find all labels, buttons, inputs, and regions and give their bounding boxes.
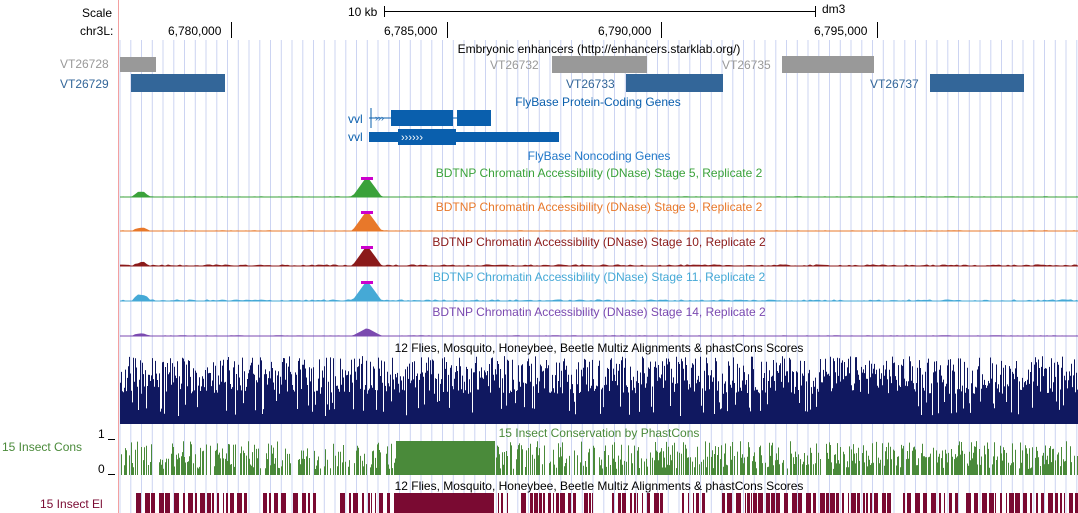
ruler-position-label: 6,795,000 [814,24,868,38]
track-title-dnase[interactable]: BDTNP Chromatin Accessibility (DNase) St… [432,270,766,284]
ruler-position-label: 6,790,000 [598,24,652,38]
track-title-dnase[interactable]: BDTNP Chromatin Accessibility (DNase) St… [435,200,763,214]
gene-models[interactable]: ››› ›››››› [365,106,565,146]
ruler-tick [231,22,232,38]
enhancer-label[interactable]: VT26728 [60,57,109,71]
dnase-signal-stage5[interactable] [120,176,1078,200]
enhancer-label[interactable]: VT26737 [870,77,919,91]
track-title-dnase[interactable]: BDTNP Chromatin Accessibility (DNase) St… [432,305,766,319]
track-title-dnase[interactable]: BDTNP Chromatin Accessibility (DNase) St… [432,235,766,249]
chrom-label: chr3L: [80,24,114,38]
track-title-flybase-coding[interactable]: FlyBase Protein-Coding Genes [515,95,681,109]
cons-side-label[interactable]: 15 Insect Cons [2,440,83,454]
cons-axis-max: 1 [98,427,105,441]
enhancer-feature[interactable] [552,56,647,73]
svg-text:››››››: ›››››› [401,132,423,144]
track-title-elements[interactable]: 12 Flies, Mosquito, Honeybee, Beetle Mul… [394,479,804,493]
dnase-signal-stage10[interactable] [120,245,1078,269]
track-title-dnase[interactable]: BDTNP Chromatin Accessibility (DNase) St… [435,166,763,180]
scale-bar-text: 10 kb [348,5,378,19]
dnase-signal-stage14[interactable] [120,315,1078,339]
enhancer-label[interactable]: VT26732 [490,58,539,72]
track-title-cons[interactable]: 15 Insect Conservation by PhastCons [498,426,700,440]
cons-phastcons-wiggle[interactable] [120,438,1078,476]
svg-text:›››: ››› [375,113,384,123]
enhancer-feature[interactable] [930,74,1024,92]
scale-label: Scale [82,6,113,20]
scale-bar-right-cap [815,6,816,17]
cons-axis-tick [108,439,115,440]
scale-bar [384,11,816,12]
gene-label[interactable]: vvl [348,130,363,144]
assembly-label: dm3 [822,2,846,16]
enhancer-feature[interactable] [120,57,156,72]
ruler-tick [877,22,878,38]
scale-bar-left-cap [384,6,385,17]
enhancer-feature[interactable] [131,74,225,92]
ruler-position-label: 6,785,000 [384,24,438,38]
enhancer-feature[interactable] [626,74,723,92]
enhancer-label[interactable]: VT26735 [722,58,771,72]
ruler-tick [447,22,448,38]
track-title-multiz[interactable]: 12 Flies, Mosquito, Honeybee, Beetle Mul… [394,341,804,355]
track-title-flybase-noncoding[interactable]: FlyBase Noncoding Genes [527,149,671,163]
ruler-position-label: 6,780,000 [168,24,222,38]
gene-label[interactable]: vvl [348,112,363,126]
left-border-line [118,0,119,513]
enhancer-label[interactable]: VT26733 [566,77,615,91]
elements-side-label[interactable]: 15 Insect El [40,497,103,511]
dnase-signal-stage11[interactable] [120,280,1078,304]
multiz-conservation-wiggle[interactable] [120,354,1078,424]
ruler-tick [661,22,662,38]
cons-axis-min: 0 [98,462,105,476]
enhancer-label[interactable]: VT26729 [60,77,109,91]
conserved-elements-track[interactable] [120,493,1078,513]
dnase-signal-stage9[interactable] [120,210,1078,234]
cons-axis-tick [108,474,115,475]
enhancer-feature[interactable] [782,56,874,73]
track-title-enhancers[interactable]: Embryonic enhancers (http://enhancers.st… [457,42,741,56]
